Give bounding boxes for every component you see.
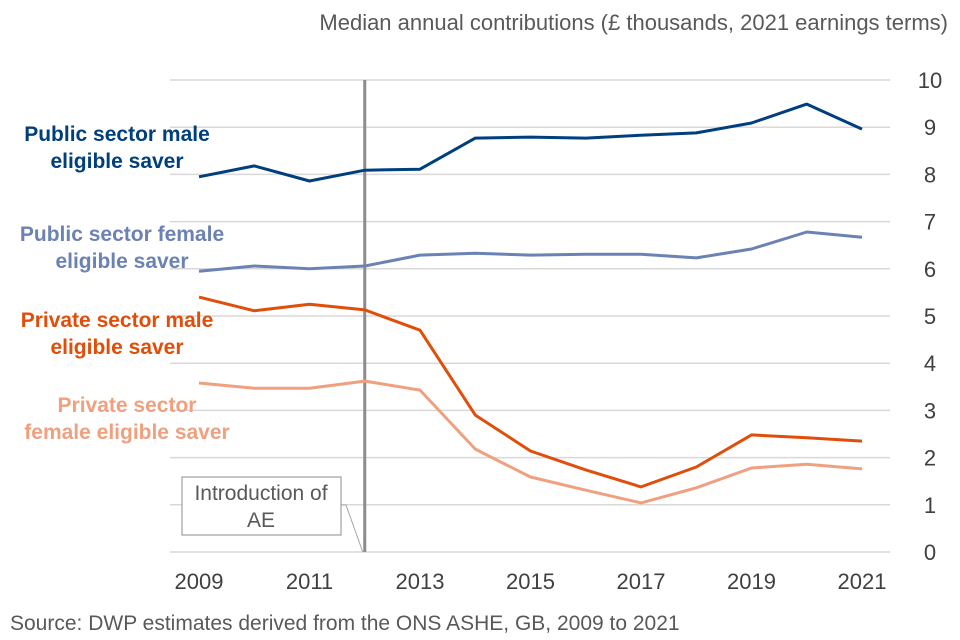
series-line-3 (198, 295, 863, 489)
annotation-text: AE (247, 509, 275, 532)
y-tick-label: 3 (924, 398, 936, 423)
y-tick-label: 8 (924, 162, 936, 187)
y-axis-ticks: 0 1 2 3 4 5 6 7 8 9 10 (918, 68, 942, 565)
annotation-leader (341, 504, 364, 553)
y-tick-label: 5 (924, 304, 936, 329)
x-tick-label: 2017 (617, 569, 666, 594)
series-label: eligible saver (55, 250, 188, 273)
annotation-box (181, 476, 342, 536)
y-tick-label: 0 (924, 540, 936, 565)
series-label: Public sector female (20, 223, 224, 246)
x-tick-label: 2011 (286, 569, 333, 594)
series-label: Private sector (58, 394, 197, 417)
series-label: Private sector male (21, 309, 214, 332)
series-label: female eligible saver (24, 421, 229, 444)
y-tick-label: 10 (918, 68, 942, 93)
y-tick-label: 9 (924, 115, 936, 140)
x-tick-label: 2015 (506, 569, 555, 594)
y-tick-label: 1 (924, 493, 936, 518)
x-tick-label: 2009 (175, 569, 224, 594)
series-lines (198, 102, 863, 505)
y-tick-label: 4 (924, 351, 936, 376)
annotation-text: Introduction of (194, 482, 327, 505)
x-tick-label: 2013 (396, 569, 445, 594)
y-tick-label: 2 (924, 446, 936, 471)
series-labels: Public sector male eligible saver Public s… (20, 123, 230, 444)
ae-annotation: Introduction of AE (181, 80, 367, 553)
x-axis-ticks: 2009 2011 2013 2015 2017 2019 2021 (175, 569, 887, 594)
x-tick-label: 2021 (838, 569, 887, 594)
series-label: Public sector male (24, 123, 210, 146)
series-line-1 (198, 102, 863, 183)
y-tick-label: 6 (924, 257, 936, 282)
y-axis-title: Median annual contributions (£ thousands… (319, 10, 948, 35)
y-tick-label: 7 (924, 210, 936, 235)
x-tick-label: 2019 (727, 569, 776, 594)
series-line-2 (198, 230, 863, 273)
source-note: Source: DWP estimates derived from the O… (10, 612, 680, 635)
series-label: eligible saver (50, 336, 183, 359)
series-line-4 (198, 379, 863, 505)
series-label: eligible saver (50, 150, 183, 173)
